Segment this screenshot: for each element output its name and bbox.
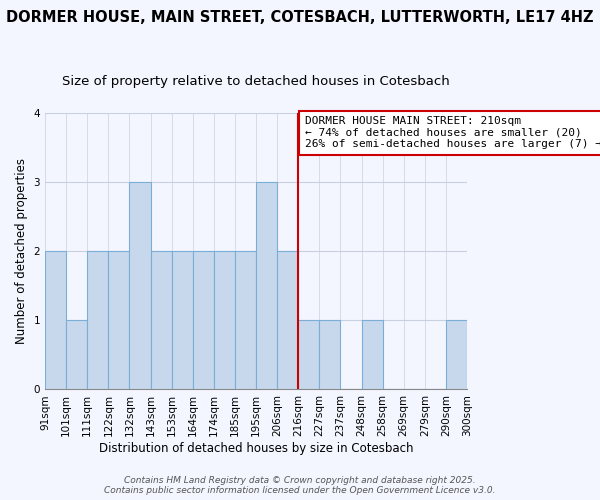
- Bar: [298, 320, 319, 390]
- Text: Contains HM Land Registry data © Crown copyright and database right 2025.
Contai: Contains HM Land Registry data © Crown c…: [104, 476, 496, 495]
- Text: DORMER HOUSE, MAIN STREET, COTESBACH, LUTTERWORTH, LE17 4HZ: DORMER HOUSE, MAIN STREET, COTESBACH, LU…: [6, 10, 594, 25]
- Bar: [151, 251, 172, 390]
- Bar: [256, 182, 277, 390]
- Text: DORMER HOUSE MAIN STREET: 210sqm
← 74% of detached houses are smaller (20)
26% o: DORMER HOUSE MAIN STREET: 210sqm ← 74% o…: [305, 116, 600, 150]
- Bar: [214, 251, 235, 390]
- Bar: [45, 251, 66, 390]
- Bar: [109, 251, 130, 390]
- Y-axis label: Number of detached properties: Number of detached properties: [15, 158, 28, 344]
- Bar: [362, 320, 383, 390]
- X-axis label: Distribution of detached houses by size in Cotesbach: Distribution of detached houses by size …: [99, 442, 413, 455]
- Bar: [446, 320, 467, 390]
- Title: Size of property relative to detached houses in Cotesbach: Size of property relative to detached ho…: [62, 75, 450, 88]
- Bar: [66, 320, 87, 390]
- Bar: [193, 251, 214, 390]
- Bar: [319, 320, 340, 390]
- Bar: [130, 182, 151, 390]
- Bar: [172, 251, 193, 390]
- Bar: [235, 251, 256, 390]
- Bar: [87, 251, 109, 390]
- Bar: [277, 251, 298, 390]
